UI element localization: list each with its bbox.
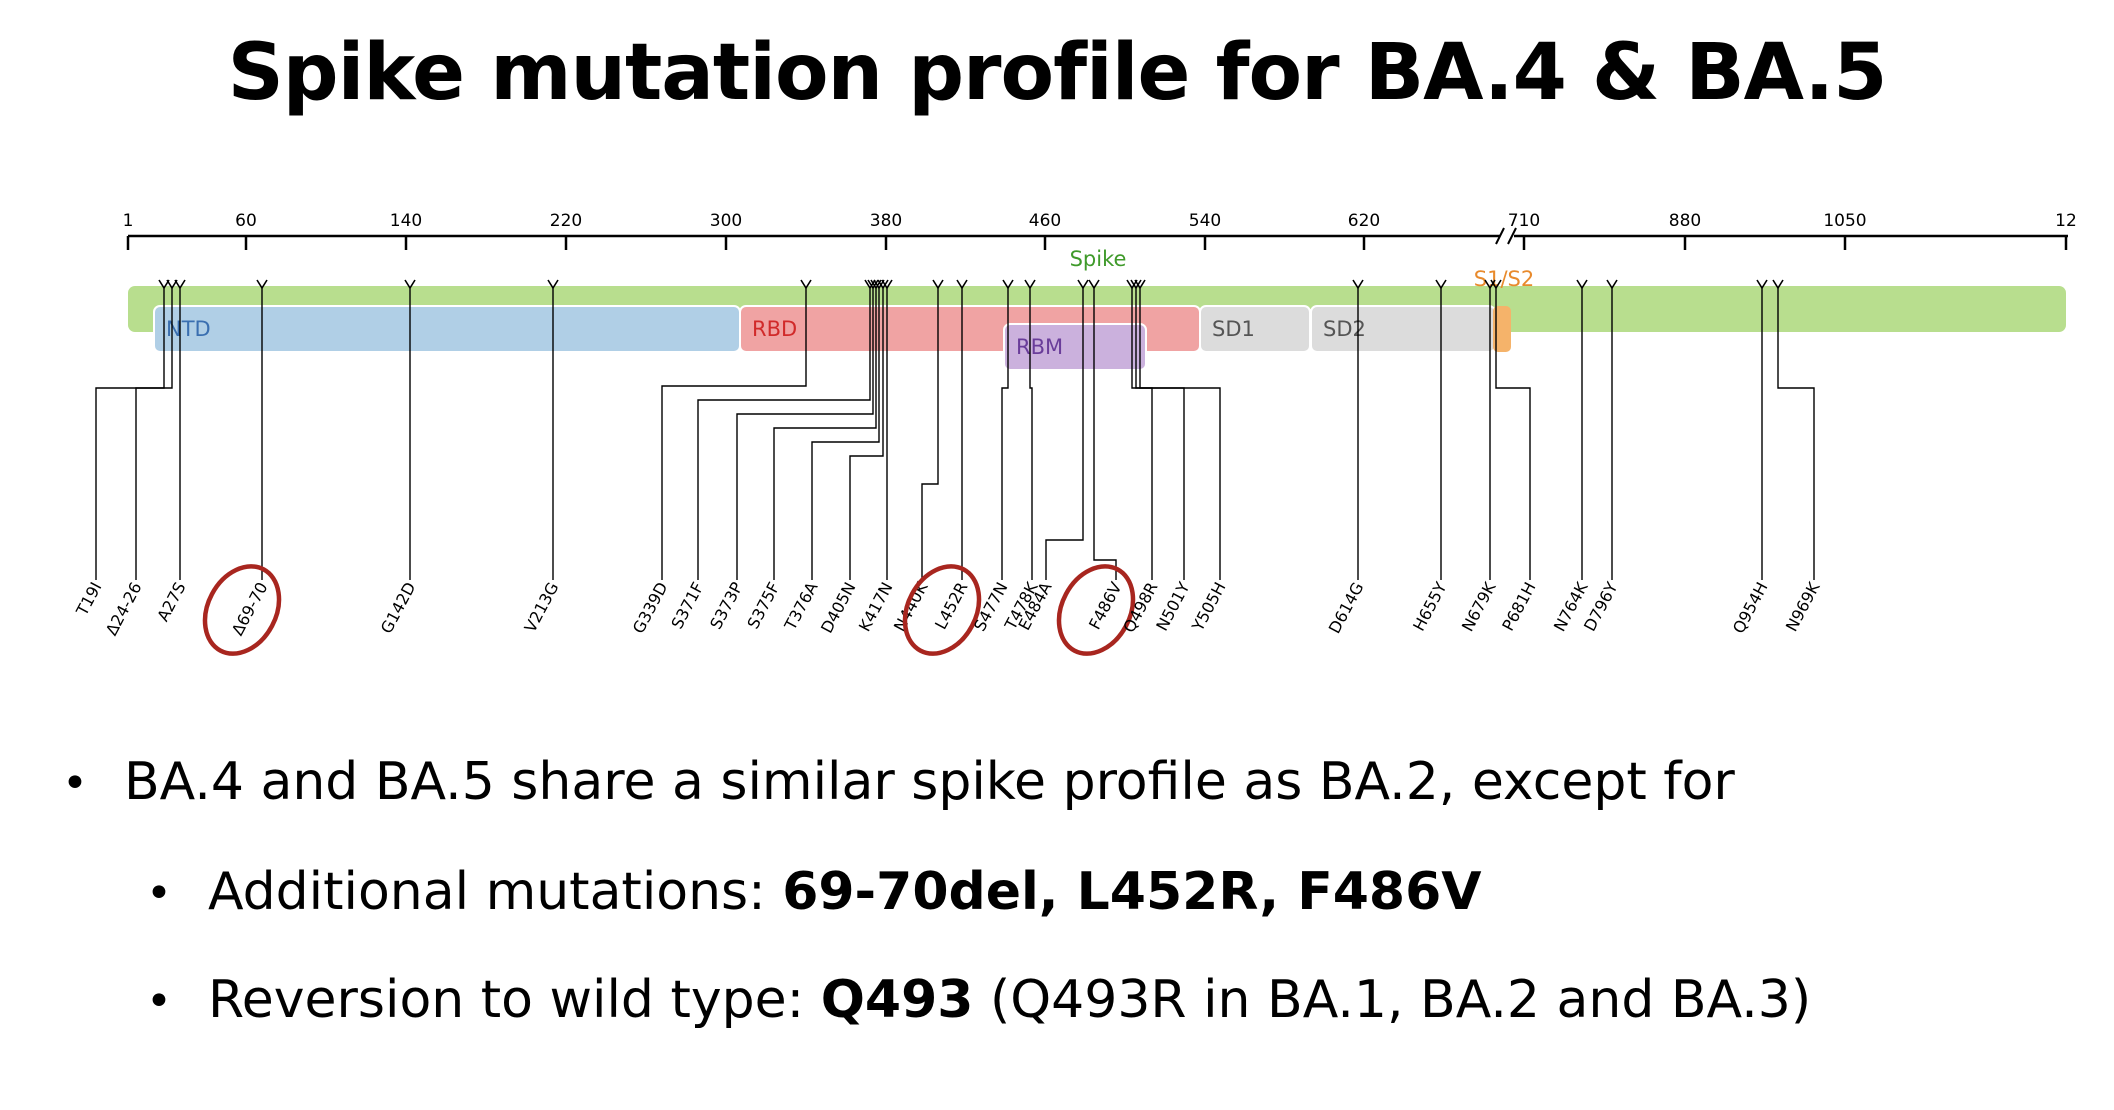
mutation-line	[773, 288, 877, 580]
axis-tick-label: 300	[710, 211, 742, 231]
axis-tick-label: 140	[390, 211, 422, 231]
axis-tick-label: 380	[870, 211, 902, 231]
mutation-label: N969K	[1782, 579, 1824, 635]
mutation-line	[921, 288, 939, 580]
highlight-circle	[202, 564, 282, 656]
axis-tick-label: 220	[550, 211, 582, 231]
mutation-label: S375F	[743, 579, 783, 632]
axis-tick-label: 540	[1189, 211, 1221, 231]
domain-label: RBM	[1016, 335, 1063, 359]
highlight-circle	[1056, 564, 1136, 656]
axis-tick-label: 880	[1669, 211, 1701, 231]
spike-label: Spike	[1070, 247, 1127, 271]
mutation-label: V213G	[520, 579, 562, 636]
domain-label: SD2	[1323, 317, 1366, 341]
s1s2-label: S1/S2	[1474, 267, 1534, 291]
spike-protein-bar: Spike NTD RBD RBM SD1 SD2 S1/S2	[128, 247, 2066, 371]
highlight-circle	[902, 564, 982, 656]
mutation-label: A27S	[153, 579, 189, 625]
mutation-label: S371F	[667, 579, 707, 632]
mutation-line	[1029, 288, 1033, 580]
mutation-label: G339D	[629, 579, 672, 637]
axis-tick-label: 620	[1348, 211, 1380, 231]
mutation-line	[1495, 288, 1531, 580]
mutation-line	[1001, 288, 1009, 580]
s1s2-marker	[1493, 306, 1511, 352]
axis-break-icon	[1495, 227, 1517, 245]
mutation-label: N679K	[1458, 579, 1500, 635]
mutation-line	[135, 288, 173, 580]
mutation-line	[1139, 288, 1221, 580]
mutation-label: Y505H	[1188, 579, 1230, 635]
axis-tick-label: 60	[235, 211, 257, 231]
domain-rbm	[1003, 323, 1147, 371]
mutation-label: S373P	[706, 579, 747, 633]
mutation-label: D614G	[1325, 579, 1368, 637]
mutation-line	[811, 288, 880, 580]
domain-label: RBD	[752, 317, 797, 341]
mutation-line	[1777, 288, 1815, 580]
mutation-label: Δ24-26	[102, 579, 146, 639]
mutation-line	[1045, 288, 1084, 580]
mutation-label: Δ69-70	[228, 579, 272, 639]
mutation-label: N440K	[890, 579, 932, 635]
mutation-label: H655Y	[1409, 579, 1450, 634]
domain-label: SD1	[1212, 317, 1255, 341]
mutation-line	[849, 288, 884, 580]
mutation-label: G142D	[377, 579, 420, 637]
position-axis: 1 60 140 220 300 380 460 540 620 710 880 1050 12	[123, 211, 2077, 250]
domain-ntd	[153, 305, 741, 353]
mutation-line	[95, 288, 165, 580]
mutation-label: D405N	[817, 579, 860, 636]
axis-tick-label: 460	[1029, 211, 1061, 231]
mutation-label: T19I	[72, 579, 106, 620]
slide-title: Spike mutation profile for BA.4 & BA.5	[227, 28, 1888, 118]
mutation-label: L452R	[931, 579, 972, 633]
mutation-label: P681H	[1498, 579, 1539, 634]
mutation-label: T376A	[780, 579, 821, 634]
axis-tick-label: 12	[2055, 211, 2077, 231]
domain-label: NTD	[166, 317, 211, 341]
mutation-line	[661, 288, 807, 580]
axis-tick-label: 1	[123, 211, 134, 231]
mutation-line	[697, 288, 871, 580]
mutation-line	[736, 288, 874, 580]
mutation-label: Q954H	[1729, 579, 1772, 637]
axis-tick-label: 710	[1508, 211, 1540, 231]
axis-tick-label: 1050	[1823, 211, 1866, 231]
